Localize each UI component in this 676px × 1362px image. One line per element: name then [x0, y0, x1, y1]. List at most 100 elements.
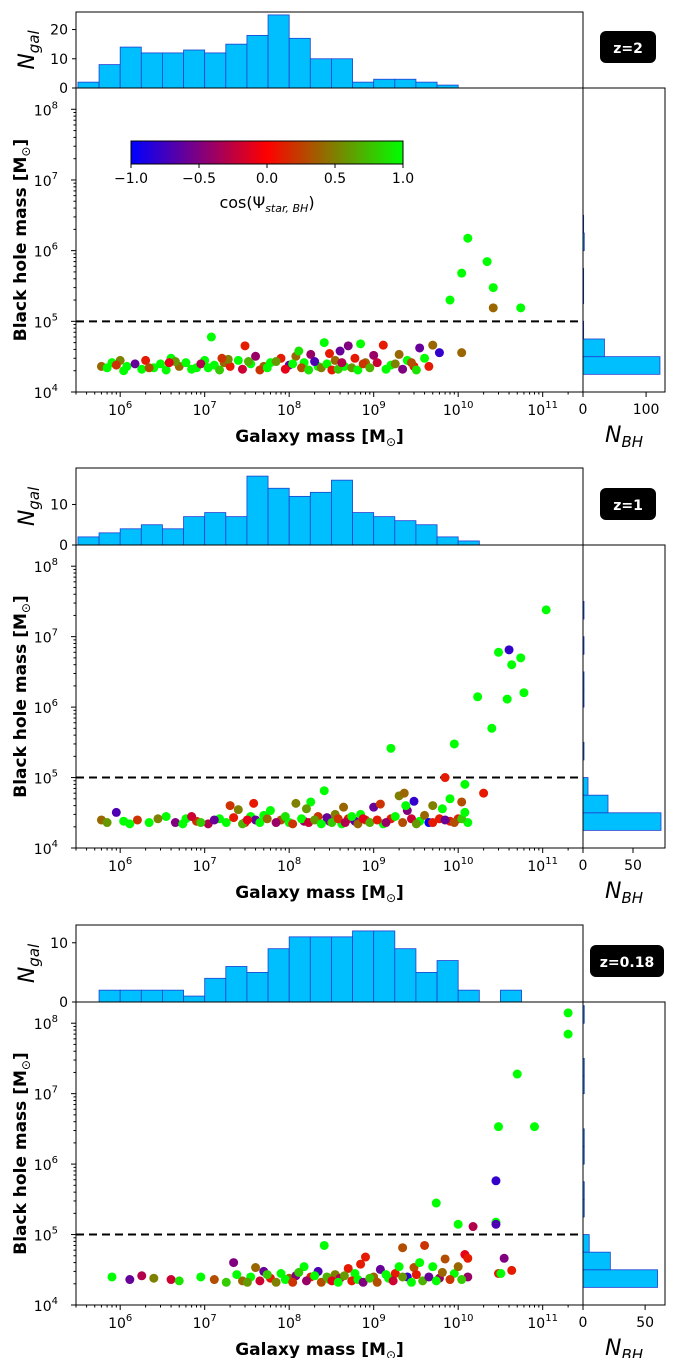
- bh-hist-bar: [582, 1269, 658, 1288]
- data-point: [457, 1275, 467, 1285]
- galaxy-hist-bar: [204, 52, 227, 89]
- y-axis-title-main: Black hole mass [M: [11, 613, 31, 798]
- x-tick-base: 10: [527, 859, 545, 875]
- data-point: [225, 361, 235, 371]
- bh-hist-xtick-label: 50: [624, 858, 642, 874]
- galaxy-hist-ytick-label: 0: [59, 538, 68, 554]
- colorbar-label-close: ): [308, 193, 314, 212]
- y-tick-label: 106: [34, 698, 58, 717]
- redshift-badge: z=0.18: [590, 945, 664, 977]
- data-point: [424, 361, 434, 371]
- galaxy-hist-ytick-label: 20: [50, 23, 68, 39]
- x-tick-base: 10: [362, 1316, 380, 1332]
- ngal-label-sub: gal: [25, 486, 43, 510]
- x-axis-title-main: Galaxy mass [M: [235, 1340, 386, 1358]
- x-tick-exp: 9: [379, 856, 385, 867]
- galaxy-hist-bar: [183, 49, 206, 89]
- data-point: [196, 359, 206, 369]
- data-point: [149, 1273, 159, 1283]
- data-point: [420, 353, 430, 363]
- galaxy-hist-bar: [119, 528, 142, 546]
- data-point: [255, 365, 265, 375]
- data-point: [280, 1275, 290, 1285]
- galaxy-hist-ytick-label: 10: [50, 52, 68, 68]
- y-tick-base: 10: [34, 386, 52, 402]
- data-point: [111, 360, 121, 370]
- data-point: [130, 359, 140, 369]
- data-point: [375, 1264, 385, 1274]
- x-tick-label: 108: [277, 856, 301, 875]
- data-point: [358, 359, 368, 369]
- y-tick-exp: 8: [52, 100, 58, 111]
- x-tick-exp: 7: [210, 400, 216, 411]
- y-tick-base: 10: [34, 1017, 52, 1033]
- data-point: [141, 355, 151, 365]
- x-tick-base: 10: [108, 1316, 126, 1332]
- galaxy-hist-bar: [457, 989, 480, 1003]
- data-point: [398, 1243, 408, 1253]
- data-point: [310, 1271, 320, 1281]
- data-point: [178, 819, 188, 829]
- x-tick-exp: 8: [295, 1313, 301, 1324]
- galaxy-hist-bar: [98, 989, 121, 1003]
- y-tick-base: 10: [34, 560, 52, 576]
- data-point: [174, 1276, 184, 1286]
- y-tick-label: 107: [34, 171, 58, 190]
- data-point: [365, 1273, 375, 1283]
- data-point: [457, 268, 467, 278]
- y-tick-base: 10: [34, 842, 52, 858]
- galaxy-hist-bar: [267, 487, 290, 546]
- x-tick-label: 107: [193, 400, 217, 419]
- galaxy-hist-ytick-label: 10: [50, 497, 68, 513]
- data-point: [398, 364, 408, 374]
- data-point: [340, 818, 350, 828]
- galaxy-hist-bar: [183, 995, 206, 1003]
- galaxy-hist-ytick-label: 0: [59, 81, 68, 97]
- x-tick-base: 10: [193, 859, 211, 875]
- ngal-label-main: N: [15, 967, 40, 983]
- data-point: [288, 359, 298, 369]
- data-point: [365, 818, 375, 828]
- data-point: [343, 341, 353, 351]
- data-point: [271, 357, 281, 367]
- y-tick-exp: 7: [52, 171, 58, 182]
- y-axis-title-main: Black hole mass [M: [11, 1070, 31, 1255]
- redshift-label: z=1: [613, 498, 643, 514]
- data-point: [161, 811, 171, 821]
- bh-hist-xtick-label: 0: [579, 1315, 588, 1331]
- galaxy-hist-bar: [331, 58, 353, 89]
- data-point: [386, 743, 396, 753]
- x-tick-base: 10: [443, 403, 461, 419]
- x-axis-title: Galaxy mass [M⊙]: [235, 883, 404, 905]
- galaxy-hist-bar: [119, 46, 142, 89]
- x-tick-exp: 8: [295, 400, 301, 411]
- data-point: [488, 303, 498, 313]
- y-tick-label: 107: [34, 1085, 58, 1104]
- galaxy-histogram: 0 10 20 Ngal: [15, 11, 584, 97]
- data-point: [242, 1277, 252, 1287]
- data-point: [347, 811, 357, 821]
- data-point: [262, 1270, 272, 1280]
- data-point: [437, 804, 447, 814]
- data-point: [301, 804, 311, 814]
- y-tick-label: 108: [34, 100, 58, 119]
- bh-hist-bar: [582, 338, 605, 358]
- data-point: [166, 1275, 176, 1285]
- x-tick-exp: 6: [126, 856, 132, 867]
- galaxy-hist-ytick-label: 0: [59, 995, 68, 1011]
- data-point: [102, 818, 112, 828]
- data-point: [181, 358, 191, 368]
- y-tick-label: 105: [34, 312, 58, 331]
- data-point: [271, 818, 281, 828]
- data-point: [255, 818, 265, 828]
- data-point: [449, 739, 459, 749]
- ngal-label-sub: gal: [25, 943, 43, 967]
- galaxy-hist-bar: [225, 43, 248, 89]
- data-point: [356, 339, 366, 349]
- data-point: [460, 779, 470, 789]
- data-point: [488, 283, 498, 293]
- bh-hist-bar: [582, 794, 609, 814]
- colorbar-tick-label: 1.0: [392, 171, 414, 187]
- y-tick-base: 10: [34, 1158, 52, 1174]
